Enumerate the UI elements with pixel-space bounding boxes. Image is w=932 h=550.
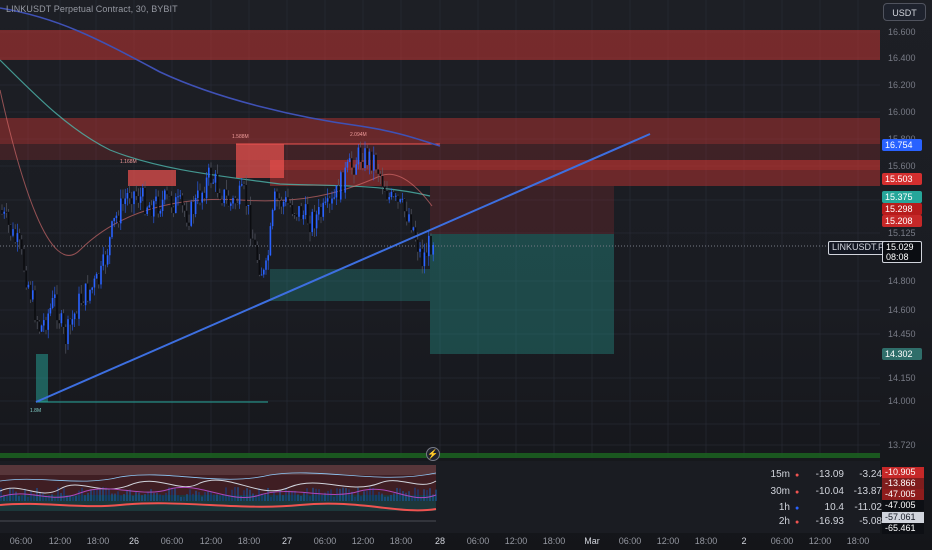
bar-countdown: 08:08 (886, 252, 909, 262)
price-tick: 16.400 (888, 53, 916, 63)
time-label: 06:00 (466, 536, 490, 546)
indicator-row: 1h ● 10.4 -11.02 (765, 501, 882, 514)
price-tick: 15.125 (888, 228, 916, 238)
chart-note: 1.168M (120, 159, 137, 165)
price-tick: 14.150 (888, 373, 916, 383)
ma-blue (0, 7, 441, 147)
price-tag-teal: 15.375 (882, 191, 922, 203)
timeframe-label: 1h (778, 502, 790, 513)
supply-zone-mid (0, 118, 880, 144)
short-target-zone (430, 186, 614, 234)
price-tick: 16.200 (888, 80, 916, 90)
time-label: 12:00 (351, 536, 375, 546)
time-label: 12:00 (808, 536, 832, 546)
supply-zone-low2 (270, 160, 880, 170)
supply-zone-top (0, 30, 880, 60)
time-label: 27 (281, 536, 293, 546)
time-label: 06:00 (770, 536, 794, 546)
price-tag-red2: 15.208 (882, 215, 922, 227)
time-label: 18:00 (542, 536, 566, 546)
chart-note: 2.094M (350, 132, 367, 138)
timeframe-label: 30m (770, 486, 790, 497)
indicator-row: 15m ● -13.09 -3.24 (765, 468, 882, 481)
highlight-box-1 (236, 144, 284, 178)
time-label: 12:00 (199, 536, 223, 546)
indicator-tag: -13.866 (882, 478, 924, 489)
time-label: 18:00 (86, 536, 110, 546)
indicator-row: 2h ● -16.93 -5.08 (765, 515, 882, 528)
time-label: Mar (584, 536, 600, 546)
time-label: 2 (741, 536, 747, 546)
price-tag-target: 14.302 (882, 348, 922, 360)
time-label: 06:00 (160, 536, 184, 546)
symbol-price-label: LINKUSDT.P (828, 241, 889, 255)
price-tick: 13.720 (888, 440, 916, 450)
lightning-icon[interactable]: ⚡ (426, 447, 440, 461)
long-zone (430, 234, 614, 354)
time-label: 18:00 (694, 536, 718, 546)
time-label: 06:00 (313, 536, 337, 546)
timeframe-label: 15m (770, 469, 790, 480)
price-tick: 14.000 (888, 396, 916, 406)
highlight-box-2 (128, 170, 176, 186)
chart-note: 1.588M (232, 134, 249, 140)
time-label: 28 (434, 536, 446, 546)
time-label: 18:00 (846, 536, 870, 546)
dot-icon: ● (795, 505, 800, 512)
dot-icon: ● (795, 519, 800, 526)
candles (1, 141, 434, 354)
price-tick: 14.600 (888, 305, 916, 315)
currency-unit-button[interactable]: USDT (883, 3, 926, 21)
price-chart[interactable]: 1.588M 1.168M 2.094M 1.8M (0, 0, 880, 458)
indicator-row: 30m ● -10.04 -13.87 (765, 485, 882, 498)
time-label: 26 (128, 536, 140, 546)
indicator-tag: -10.905 (882, 467, 924, 478)
time-label: 18:00 (237, 536, 261, 546)
indicator-tag: -47.005 (882, 489, 924, 500)
time-label: 12:00 (656, 536, 680, 546)
dot-icon: ● (795, 472, 800, 479)
time-label: 12:00 (48, 536, 72, 546)
chart-note: 1.8M (30, 408, 41, 414)
chart-title: LINKUSDT Perpetual Contract, 30, BYBIT (6, 4, 178, 14)
time-label: 12:00 (504, 536, 528, 546)
time-label: 06:00 (9, 536, 33, 546)
demand-zone (270, 269, 430, 301)
oscillator-pane[interactable] (0, 461, 880, 533)
trendline (35, 133, 651, 403)
demand-zone-low (36, 354, 48, 402)
dot-icon: ● (795, 489, 800, 496)
timeframe-label: 2h (778, 516, 790, 527)
indicator-tag: -57.061 (882, 512, 924, 523)
indicator-tag: -47.005 (882, 500, 924, 511)
price-tick: 16.600 (888, 27, 916, 37)
time-label: 06:00 (618, 536, 642, 546)
indicator-tag: -65.461 (882, 523, 924, 534)
price-tick: 15.600 (888, 161, 916, 171)
time-label: 18:00 (389, 536, 413, 546)
current-price-tag: 15.029 08:08 (882, 241, 922, 263)
price-tag-red: 15.298 (882, 203, 922, 215)
supply-zone-band (0, 144, 880, 160)
price-tick: 14.800 (888, 276, 916, 286)
price-tag-ma: 16.754 (882, 139, 922, 151)
price-tag-zone: 15.503 (882, 173, 922, 185)
price-tick: 14.450 (888, 329, 916, 339)
price-tick: 16.000 (888, 107, 916, 117)
current-price: 15.029 (886, 242, 914, 252)
